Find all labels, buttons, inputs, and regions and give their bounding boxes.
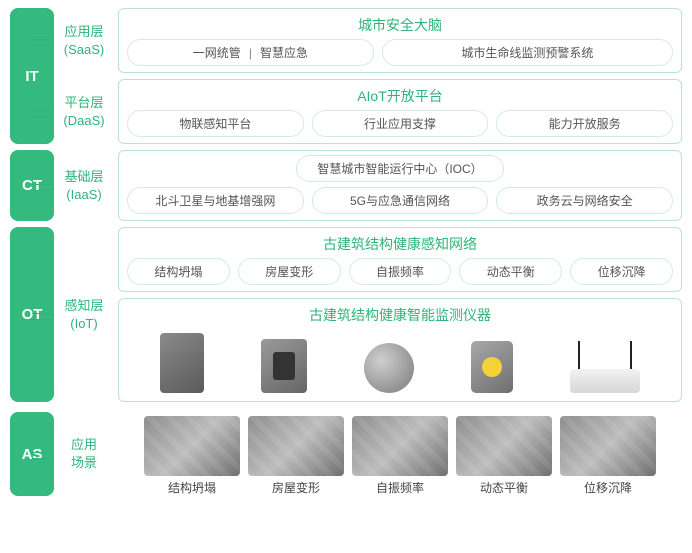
tier-ot: OT 感知层 (IoT) 古建筑结构健康感知网络 结构坍塌 房屋变形 自振频率 bbox=[10, 227, 682, 402]
scene-thumbnail-icon bbox=[352, 416, 448, 476]
pill: 能力开放服务 bbox=[496, 110, 673, 137]
device-router-icon bbox=[570, 369, 640, 393]
pill: 一网统管|智慧应急 bbox=[127, 39, 374, 66]
pill: 5G与应急通信网络 bbox=[312, 187, 489, 214]
scene-item: 动态平衡 bbox=[456, 416, 552, 496]
layer-iot: 感知层 (IoT) 古建筑结构健康感知网络 结构坍塌 房屋变形 自振频率 动态平… bbox=[54, 227, 682, 402]
tier-as: AS 应用 场景 结构坍塌 房屋变形 bbox=[10, 412, 682, 496]
pill: 房屋变形 bbox=[238, 258, 341, 285]
pill: 北斗卫星与地基增强网 bbox=[127, 187, 304, 214]
layer-label-scenes: 应用 场景 bbox=[54, 412, 114, 496]
pill: 动态平衡 bbox=[459, 258, 562, 285]
layer-label-iaas: 基础层 (IaaS) bbox=[54, 150, 114, 221]
device-sensor-icon bbox=[471, 341, 513, 393]
scene-item: 房屋变形 bbox=[248, 416, 344, 496]
tier-ct: CT 基础层 (IaaS) 智慧城市智能运行中心（IOC） 北斗卫星与地基增强网… bbox=[10, 150, 682, 221]
pill: 物联感知平台 bbox=[127, 110, 304, 137]
scene-thumbnail-icon bbox=[144, 416, 240, 476]
section-title: 城市安全大脑 bbox=[127, 13, 673, 39]
section-iot-devices: 古建筑结构健康智能监测仪器 bbox=[118, 298, 682, 402]
pill-title: 智慧城市智能运行中心（IOC） bbox=[296, 155, 503, 182]
scene-item: 位移沉降 bbox=[560, 416, 656, 496]
scene-section: 结构坍塌 房屋变形 自振频率 动态平衡 bbox=[118, 412, 682, 496]
scene-thumbnail-icon bbox=[560, 416, 656, 476]
pill: 位移沉降 bbox=[570, 258, 673, 285]
architecture-diagram: IT 应用层 (SaaS) 城市安全大脑 一网统管|智慧应急 城市生命线监测预警… bbox=[0, 0, 692, 510]
section-saas: 城市安全大脑 一网统管|智慧应急 城市生命线监测预警系统 bbox=[118, 8, 682, 73]
layer-label-saas: 应用层 (SaaS) bbox=[54, 8, 114, 73]
section-title: 古建筑结构健康感知网络 bbox=[127, 232, 673, 258]
pill: 自振频率 bbox=[349, 258, 452, 285]
device-sensor-icon bbox=[160, 333, 204, 393]
device-sensor-icon bbox=[364, 343, 414, 393]
pill: 城市生命线监测预警系统 bbox=[382, 39, 673, 66]
layer-label-iot: 感知层 (IoT) bbox=[54, 227, 114, 402]
scene-thumbnail-icon bbox=[248, 416, 344, 476]
scene-thumbnail-icon bbox=[456, 416, 552, 476]
device-sensor-icon bbox=[261, 339, 307, 393]
tier-tag-it: IT bbox=[10, 8, 54, 144]
scene-item: 结构坍塌 bbox=[144, 416, 240, 496]
layer-scenes: 应用 场景 结构坍塌 房屋变形 bbox=[54, 412, 682, 496]
pill: 行业应用支撑 bbox=[312, 110, 489, 137]
tier-it: IT 应用层 (SaaS) 城市安全大脑 一网统管|智慧应急 城市生命线监测预警… bbox=[10, 8, 682, 144]
layer-label-daas: 平台层 (DaaS) bbox=[54, 79, 114, 144]
section-title: 古建筑结构健康智能监测仪器 bbox=[127, 303, 673, 329]
section-daas: AIoT开放平台 物联感知平台 行业应用支撑 能力开放服务 bbox=[118, 79, 682, 144]
section-iot-sense: 古建筑结构健康感知网络 结构坍塌 房屋变形 自振频率 动态平衡 位移沉降 bbox=[118, 227, 682, 292]
section-title: AIoT开放平台 bbox=[127, 84, 673, 110]
pill: 政务云与网络安全 bbox=[496, 187, 673, 214]
section-iaas: 智慧城市智能运行中心（IOC） 北斗卫星与地基增强网 5G与应急通信网络 政务云… bbox=[118, 150, 682, 221]
pill: 结构坍塌 bbox=[127, 258, 230, 285]
layer-iaas: 基础层 (IaaS) 智慧城市智能运行中心（IOC） 北斗卫星与地基增强网 5G… bbox=[54, 150, 682, 221]
device-row bbox=[127, 329, 673, 395]
scene-item: 自振频率 bbox=[352, 416, 448, 496]
layer-daas: 平台层 (DaaS) AIoT开放平台 物联感知平台 行业应用支撑 能力开放服务 bbox=[54, 79, 682, 144]
layer-saas: 应用层 (SaaS) 城市安全大脑 一网统管|智慧应急 城市生命线监测预警系统 bbox=[54, 8, 682, 73]
